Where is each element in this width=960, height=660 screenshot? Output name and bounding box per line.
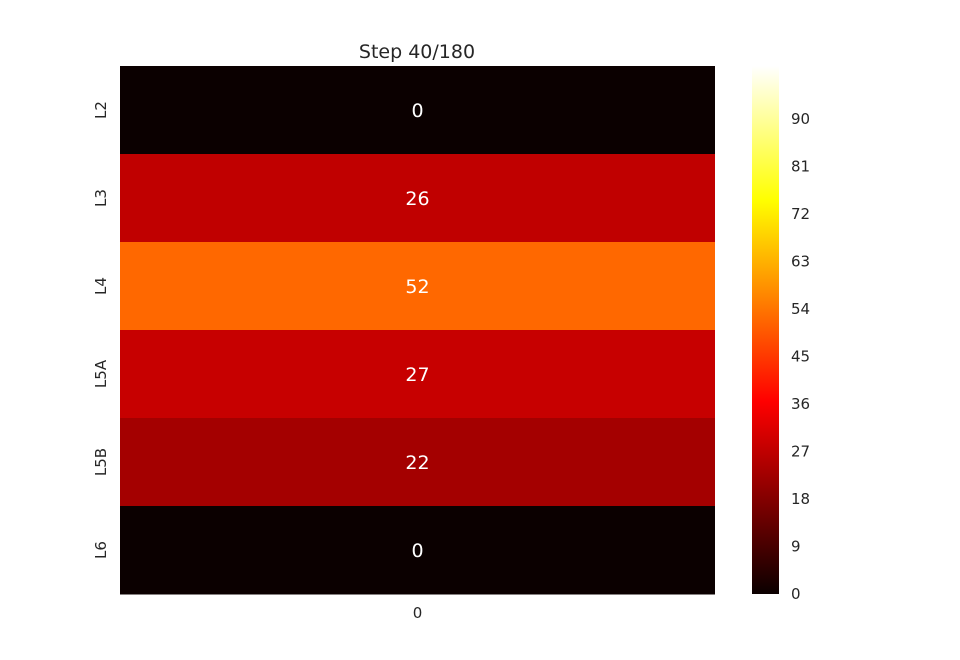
heatmap-cell-L2 (120, 66, 715, 155)
colorbar-tick-label: 54 (791, 300, 810, 318)
colorbar: 0 9 18 27 36 45 54 63 72 81 90 (752, 66, 810, 603)
column-labels: 0 (413, 604, 423, 622)
colorbar-tick-label: 36 (791, 395, 810, 413)
cell-value-label: 26 (405, 188, 429, 210)
chart-title: Step 40/180 (359, 41, 475, 63)
colorbar-tick-label: 90 (791, 110, 810, 128)
colorbar-tick-label: 9 (791, 537, 801, 555)
row-labels: L2 L3 L4 L5A L5B L6 (92, 101, 110, 559)
colorbar-tick-label: 45 (791, 347, 810, 365)
row-label: L5A (92, 359, 110, 388)
cell-value-label: 22 (405, 452, 429, 474)
row-label: L5B (92, 448, 110, 476)
cell-value-label: 27 (405, 364, 429, 386)
colorbar-tick-label: 18 (791, 490, 810, 508)
colorbar-tick-label: 63 (791, 252, 810, 270)
colorbar-tick-label: 72 (791, 205, 810, 223)
colorbar-gradient (752, 66, 779, 594)
cell-value-label: 0 (411, 540, 423, 562)
cell-value-label: 0 (411, 100, 423, 122)
column-label: 0 (413, 604, 423, 622)
row-label: L2 (92, 101, 110, 119)
colorbar-tick-label: 27 (791, 442, 810, 460)
row-label: L6 (92, 541, 110, 559)
heatmap-cell-L5A (120, 330, 715, 419)
colorbar-tick-label: 0 (791, 585, 801, 603)
heatmap-cell-L3 (120, 154, 715, 243)
row-label: L3 (92, 189, 110, 207)
colorbar-tick-label: 81 (791, 157, 810, 175)
cell-value-label: 52 (405, 276, 429, 298)
row-label: L4 (92, 277, 110, 295)
heatmap-cell-L5B (120, 418, 715, 507)
heatmap-cell-L6 (120, 506, 715, 595)
heatmap-cell-L4 (120, 242, 715, 331)
heatmap-cells: 0 26 52 27 22 0 (120, 66, 715, 595)
